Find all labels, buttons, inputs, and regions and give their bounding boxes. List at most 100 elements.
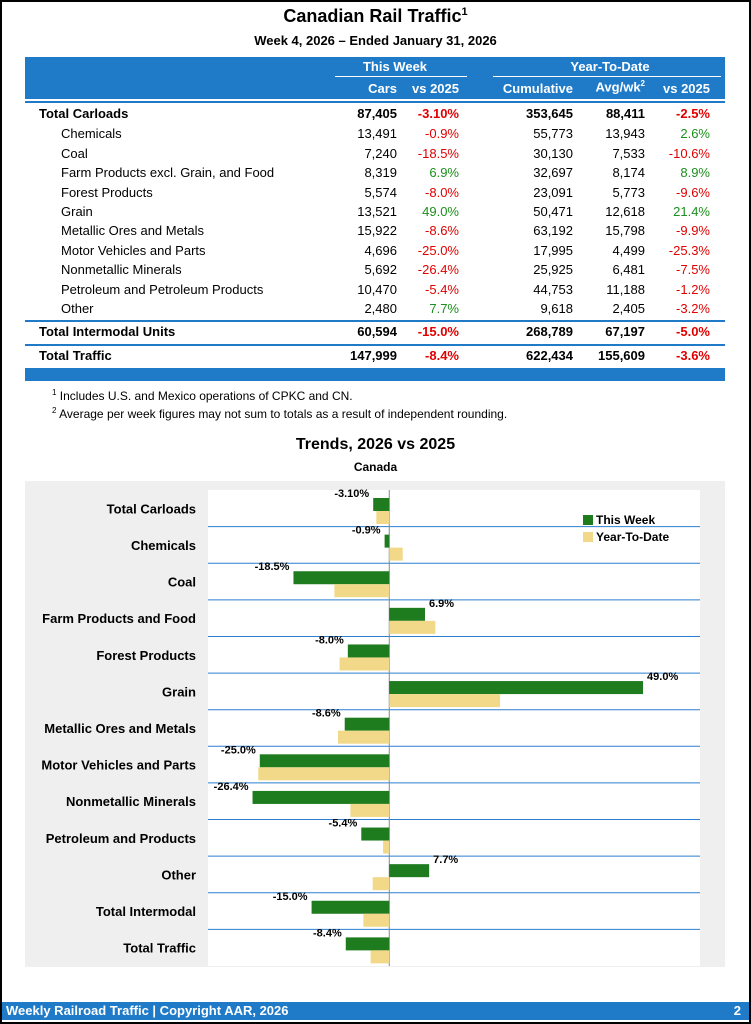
cell-vs-week: 49.0% (422, 204, 459, 219)
cell-cumulative: 23,091 (533, 184, 573, 200)
chart-legend: This Week Year-To-Date (583, 513, 669, 544)
cell-cumulative: 17,995 (533, 242, 573, 258)
table-bottom-bar (25, 368, 725, 381)
bar-this-week (389, 864, 430, 878)
bar-year-to-date (339, 657, 390, 671)
data-label: -25.0% (221, 744, 256, 756)
bar-this-week (259, 754, 390, 768)
chart-subtitle: Canada (353, 460, 398, 474)
row-label: Grain (61, 204, 93, 219)
data-label: 7.7% (433, 854, 458, 866)
bar-year-to-date (334, 584, 390, 598)
table-row: Motor Vehicles and Parts 4,696 -25.0% 17,99… (25, 241, 725, 261)
col-avg-per-week: Avg/wk2 (595, 79, 645, 95)
cell-vs-week: -3.10% (417, 106, 459, 121)
table-header-row: Cars vs 2025 Cumulative Avg/wk2 vs 2025 (25, 77, 725, 99)
category-label: Nonmetallic Minerals (66, 794, 196, 809)
cell-vs-ytd: -3.6% (676, 348, 710, 363)
row-label: Total Carloads (39, 106, 129, 121)
cell-vs-ytd: 2.6% (680, 126, 710, 142)
bar-year-to-date (389, 620, 436, 634)
cell-cars: 5,574 (364, 184, 397, 200)
cell-cars: 60,594 (357, 324, 397, 339)
col-cumulative: Cumulative (502, 81, 573, 96)
page-subtitle: Week 4, 2026 – Ended January 31, 2026 (254, 33, 497, 48)
data-label: -15.0% (273, 891, 308, 903)
header-year-to-date: Year-To-Date (570, 59, 650, 74)
table-row: Nonmetallic Minerals 5,692 -26.4% 25,925 6,4… (25, 260, 725, 280)
cell-avg-per-week: 6,481 (612, 262, 645, 278)
footnote-1: 1 Includes U.S. and Mexico operations of… (52, 388, 353, 403)
table-row: Metallic Ores and Metals 15,922 -8.6% 63,19… (25, 221, 725, 241)
table-row: Total Intermodal Units 60,594 -15.0% 268,78… (25, 322, 725, 342)
cell-cars: 87,405 (357, 106, 397, 121)
bar-this-week (311, 900, 390, 914)
page-number: 2 (733, 1003, 741, 1018)
cell-avg-per-week: 11,188 (606, 281, 645, 297)
category-label: Total Carloads (107, 501, 196, 516)
cell-avg-per-week: 12,618 (605, 204, 645, 219)
table-header-group-row: This Week Year-To-Date (25, 57, 725, 77)
bar-this-week (361, 827, 390, 841)
category-label: Total Traffic (123, 941, 196, 956)
cell-vs-week: -0.9% (425, 126, 459, 142)
cell-cumulative: 622,434 (526, 348, 573, 363)
cell-vs-ytd: -5.0% (676, 324, 710, 339)
row-label: Total Traffic (39, 348, 112, 363)
cell-cumulative: 30,130 (533, 145, 573, 161)
cell-avg-per-week: 67,197 (605, 324, 645, 339)
table-row: Chemicals 13,491 -0.9% 55,773 13,943 2.6% (25, 124, 725, 144)
cell-cars: 7,240 (364, 145, 397, 161)
bar-year-to-date (258, 767, 390, 781)
chart-title: Trends, 2026 vs 2025 (295, 436, 456, 453)
cell-cumulative: 44,753 (533, 281, 573, 297)
bar-year-to-date (383, 840, 390, 854)
chart-area: -3.10% Total Carloads -0.9% Chemicals -18.5%… (25, 481, 725, 987)
cell-cumulative: 9,618 (540, 301, 573, 316)
header-this-week: This Week (362, 59, 428, 74)
row-label: Farm Products excl. Grain, and Food (61, 165, 275, 181)
cell-vs-ytd: 8.9% (680, 165, 710, 181)
cell-avg-per-week: 13,943 (605, 126, 645, 142)
category-label: Farm Products and Food (42, 611, 196, 626)
cell-vs-week: -5.4% (425, 281, 459, 297)
category-label: Coal (168, 575, 196, 590)
row-label: Nonmetallic Minerals (61, 262, 182, 278)
data-label: 6.9% (429, 598, 454, 610)
cell-cars: 147,999 (350, 348, 397, 363)
cell-cumulative: 55,773 (533, 126, 573, 142)
cell-avg-per-week: 88,411 (605, 106, 645, 121)
cell-cumulative: 63,192 (533, 223, 573, 239)
plot-area (208, 490, 700, 966)
row-label: Petroleum and Petroleum Products (61, 281, 264, 297)
row-label: Chemicals (61, 126, 122, 142)
cell-vs-week: -26.4% (417, 262, 459, 278)
bar-this-week (293, 571, 390, 585)
cell-cumulative: 50,471 (533, 204, 573, 219)
data-label: -8.4% (313, 927, 342, 939)
data-label: -26.4% (214, 781, 249, 793)
table-row: Farm Products excl. Grain, and Food 8,319… (25, 163, 725, 183)
cell-vs-week: 6.9% (429, 165, 459, 181)
bar-year-to-date (372, 877, 390, 891)
bar-year-to-date (350, 803, 390, 817)
cell-cumulative: 25,925 (533, 262, 573, 278)
page-title: Canadian Rail Traffic1 (283, 6, 468, 26)
cell-cars: 2,480 (364, 301, 397, 316)
header-underline (335, 76, 467, 77)
cell-avg-per-week: 15,798 (605, 223, 645, 239)
bar-this-week (389, 607, 425, 621)
cell-vs-ytd: -9.6% (676, 184, 710, 200)
cell-vs-ytd: -7.5% (676, 262, 710, 278)
cell-cumulative: 268,789 (526, 324, 573, 339)
cell-cumulative: 353,645 (526, 106, 573, 121)
table-row: Total Traffic 147,999 -8.4% 622,434 155,609 -… (25, 346, 725, 366)
category-label: Motor Vehicles and Parts (41, 758, 196, 773)
category-label: Total Intermodal (96, 904, 196, 919)
category-label: Forest Products (96, 648, 196, 663)
cell-vs-ytd: 21.4% (673, 204, 710, 219)
category-label: Grain (162, 684, 196, 699)
cell-avg-per-week: 2,405 (612, 301, 645, 316)
trend-bar-chart: -3.10% Total Carloads -0.9% Chemicals -18.5%… (41, 488, 700, 987)
cell-cars: 15,922 (357, 223, 397, 239)
